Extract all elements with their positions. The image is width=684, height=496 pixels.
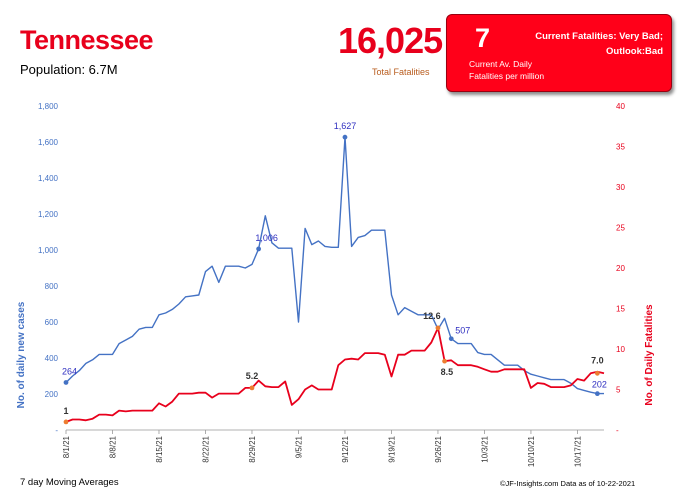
data-point-marker [256, 246, 262, 252]
x-tick-label: 8/8/21 [108, 435, 117, 458]
y2-tick-label: 30 [616, 183, 625, 192]
daily-fatalities-per-million-value: 7 [475, 23, 491, 53]
data-point-marker [435, 325, 441, 331]
total-fatalities-value: 16,025 [338, 20, 443, 61]
x-tick-label: 8/29/21 [248, 435, 257, 462]
data-label: 8.5 [441, 367, 454, 377]
y2-tick-label: 35 [616, 143, 625, 152]
y2-tick-label: 40 [616, 102, 625, 111]
y2-tick-label: 20 [616, 264, 625, 273]
data-label: 507 [455, 326, 470, 336]
y-tick-label: 1,400 [38, 174, 59, 183]
x-tick-label: 9/12/21 [341, 435, 350, 462]
status-label-line-2: Fatalities per million [469, 71, 545, 81]
x-tick-label: 9/26/21 [434, 435, 443, 462]
y2-axis-label: No. of Daily Fatalities [644, 304, 655, 406]
y-tick-label: 1,000 [38, 246, 59, 255]
y-tick-label: 200 [45, 390, 59, 399]
y2-tick-label: - [616, 426, 619, 435]
footer-note: 7 day Moving Averages [20, 477, 119, 488]
data-point-marker [342, 134, 348, 140]
y-tick-label: 400 [45, 354, 59, 363]
y-tick-label: 1,200 [38, 210, 59, 219]
data-label: 1,006 [255, 233, 278, 243]
population-label: Population: 6.7M [20, 62, 118, 77]
chart-data-labels: 264 1,006 1,627 507 202 1 5.2 12.6 8.5 7.0 [62, 121, 607, 425]
data-point-marker [448, 336, 454, 342]
data-label: 202 [592, 380, 607, 390]
chart-axes: - 200 400 600 800 1,000 1,200 1,400 1,600 1,800 - 5… [38, 102, 625, 467]
data-label: 12.6 [423, 311, 441, 321]
y-tick-label: - [55, 426, 58, 435]
y-tick-label: 1,800 [38, 102, 59, 111]
data-point-marker [249, 385, 255, 391]
fatalities-series-line [65, 326, 605, 423]
cases-series-line [65, 136, 604, 395]
footer-credit: ©JF-Insights.com Data as of 10-22-2021 [500, 479, 636, 488]
data-point-marker [63, 419, 69, 425]
y-axis-label: No. of daily new cases [16, 301, 27, 408]
x-tick-label: 9/19/21 [387, 435, 396, 462]
total-fatalities-label: Total Fatalities [372, 67, 430, 77]
y2-tick-label: 10 [616, 345, 625, 354]
status-line-2: Outlook:Bad [606, 46, 663, 57]
data-label: 264 [62, 366, 77, 376]
status-line-1: Current Fatalities: Very Bad; [535, 31, 663, 42]
y-tick-label: 800 [45, 282, 59, 291]
y-tick-label: 1,600 [38, 138, 59, 147]
x-tick-label: 8/1/21 [62, 435, 71, 458]
y-tick-label: 600 [45, 318, 59, 327]
x-tick-label: 10/10/21 [527, 435, 536, 467]
data-label: 7.0 [591, 355, 604, 365]
page-title: Tennessee [20, 25, 154, 55]
x-tick-label: 8/15/21 [155, 435, 164, 462]
data-label: 1 [63, 406, 68, 416]
chart-series [65, 136, 605, 423]
x-tick-label: 9/5/21 [294, 435, 303, 458]
status-box-label: Current Av. Daily Fatalities per million [469, 58, 579, 82]
y2-tick-label: 5 [616, 386, 621, 395]
data-label: 1,627 [334, 121, 357, 131]
x-tick-label: 8/22/21 [201, 435, 210, 462]
status-text: Current Fatalities: Very Bad; Outlook:Ba… [513, 29, 663, 59]
data-point-marker [63, 380, 69, 385]
data-point-marker [594, 370, 600, 376]
x-tick-label: 10/3/21 [480, 435, 489, 462]
data-point-marker [442, 358, 447, 364]
data-label: 5.2 [246, 371, 259, 381]
status-label-line-1: Current Av. Daily [469, 59, 532, 69]
y2-tick-label: 25 [616, 224, 625, 233]
y2-tick-label: 15 [616, 305, 625, 314]
data-point-marker [594, 391, 600, 397]
status-box: 7 Current Fatalities: Very Bad; Outlook:… [446, 14, 672, 92]
x-tick-label: 10/17/21 [573, 435, 582, 467]
